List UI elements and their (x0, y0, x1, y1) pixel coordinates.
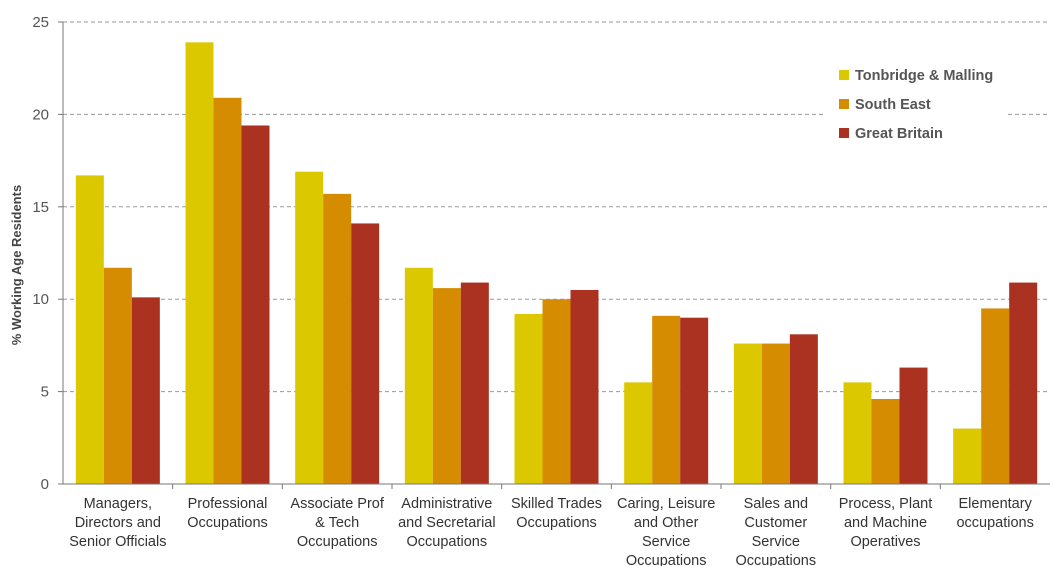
bar (733, 343, 762, 484)
y-axis-ticks: 0 5 10 15 20 25 (32, 14, 63, 493)
y-axis-label: % Working Age Residents (9, 185, 24, 345)
bar (432, 288, 461, 484)
bar (680, 317, 709, 484)
legend-swatch-south-east (839, 99, 849, 109)
y-tick-label: 0 (41, 476, 49, 493)
bar (514, 313, 543, 484)
legend-label-south-east: South East (855, 97, 931, 113)
bar (953, 428, 982, 484)
bar (1009, 282, 1038, 484)
bar (103, 267, 132, 484)
legend-label-tonbridge: Tonbridge & Malling (855, 68, 993, 84)
legend-swatch-great-britain (839, 128, 849, 138)
x-axis-categories: Managers, Directors and Senior Officials Pr… (69, 496, 1034, 566)
y-tick-label: 10 (32, 291, 49, 308)
bar (871, 398, 900, 484)
x-category-label: Elementary occupations (956, 496, 1033, 531)
bar (624, 382, 653, 484)
bar (981, 308, 1010, 484)
x-category-label: Skilled Trades Occupations (511, 496, 602, 531)
bar (213, 97, 242, 484)
x-category-label: Administrative and Secretarial Occupations (398, 496, 496, 550)
bar (185, 42, 214, 484)
bar (351, 223, 380, 484)
legend: Tonbridge & Malling South East Great Bri… (826, 56, 1006, 154)
bar (899, 367, 928, 484)
bar (75, 175, 104, 484)
bar (323, 193, 352, 484)
bars (75, 42, 1038, 485)
legend-swatch-tonbridge (839, 70, 849, 80)
bar (131, 297, 160, 484)
x-category-label: Professional Occupations (187, 496, 268, 531)
axes (62, 22, 1050, 489)
y-tick-label: 25 (32, 14, 49, 31)
bar (241, 125, 270, 484)
y-tick-label: 15 (32, 199, 49, 216)
legend-background (826, 56, 1006, 154)
x-category-label: Sales and Customer Service Occupations (736, 496, 817, 566)
legend-label-great-britain: Great Britain (855, 126, 943, 142)
bar (761, 343, 790, 484)
bar (789, 334, 818, 484)
x-category-label: Process, Plant and Machine Operatives (839, 496, 933, 550)
bar (460, 282, 489, 484)
bar (843, 382, 872, 484)
bar (652, 315, 681, 484)
bar (570, 289, 599, 484)
bar (542, 299, 571, 484)
x-category-label: Managers, Directors and Senior Officials (69, 496, 166, 550)
x-category-label: Caring, Leisure and Other Service Occupatio… (617, 496, 715, 566)
bar (295, 171, 324, 485)
x-category-label: Associate Prof & Tech Occupations (290, 496, 384, 550)
y-tick-label: 5 (41, 384, 49, 401)
bar (404, 267, 433, 484)
y-tick-label: 20 (32, 106, 49, 123)
